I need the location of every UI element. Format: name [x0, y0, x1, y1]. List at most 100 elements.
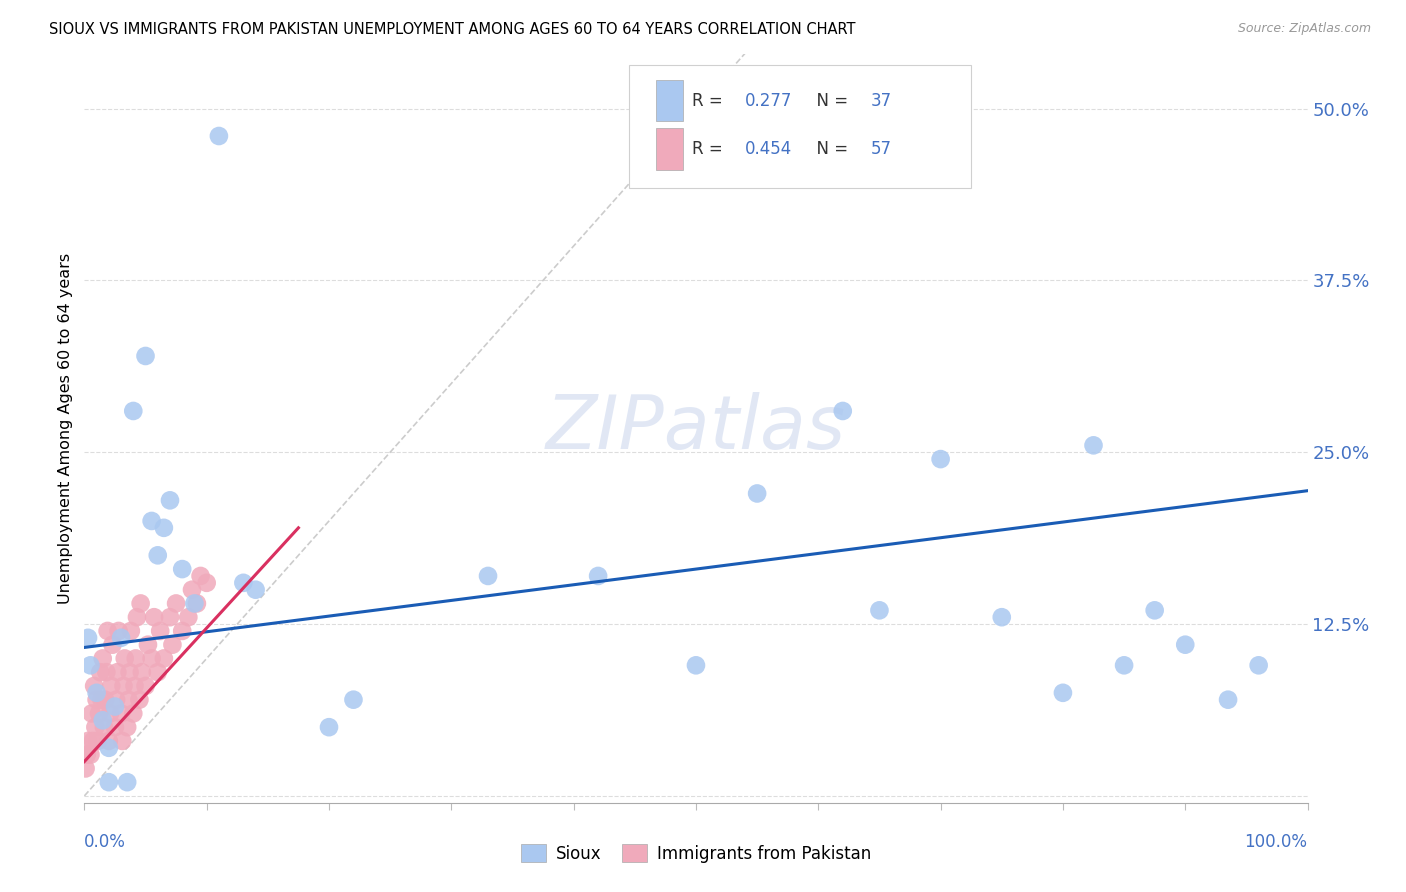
Point	[153, 651, 176, 665]
Point	[115, 775, 138, 789]
Point	[115, 720, 138, 734]
Point	[79, 747, 101, 762]
Point	[104, 720, 127, 734]
Point	[124, 679, 146, 693]
Point	[146, 665, 169, 680]
Point	[80, 706, 103, 721]
Point	[141, 514, 163, 528]
Point	[97, 775, 120, 789]
Point	[1083, 438, 1105, 452]
Point	[1114, 658, 1136, 673]
Point	[159, 493, 181, 508]
Point	[172, 624, 194, 638]
Point	[110, 706, 132, 721]
Point	[190, 569, 212, 583]
Point	[84, 720, 107, 734]
Text: 0.0%: 0.0%	[84, 833, 127, 851]
Point	[869, 603, 891, 617]
Point	[1247, 658, 1270, 673]
FancyBboxPatch shape	[655, 128, 682, 169]
Point	[93, 720, 115, 734]
Point	[177, 610, 200, 624]
Point	[131, 665, 153, 680]
Point	[1216, 692, 1239, 706]
Point	[318, 720, 340, 734]
Point	[159, 610, 181, 624]
Point	[172, 562, 194, 576]
Point	[831, 404, 853, 418]
Point	[929, 452, 952, 467]
Point	[245, 582, 267, 597]
Point	[114, 651, 136, 665]
Text: R =: R =	[692, 140, 728, 159]
Point	[129, 597, 152, 611]
Point	[77, 631, 100, 645]
Point	[89, 665, 111, 680]
Point	[135, 679, 157, 693]
Point	[96, 665, 118, 680]
Point	[208, 128, 231, 143]
Point	[86, 692, 108, 706]
Point	[111, 734, 134, 748]
Point	[120, 624, 142, 638]
Point	[76, 747, 98, 762]
Text: 100.0%: 100.0%	[1244, 833, 1308, 851]
Point	[79, 658, 101, 673]
Legend: Sioux, Immigrants from Pakistan: Sioux, Immigrants from Pakistan	[515, 838, 877, 870]
Point	[97, 734, 120, 748]
Point	[685, 658, 707, 673]
Point	[107, 624, 129, 638]
Text: 37: 37	[870, 92, 891, 110]
Point	[87, 706, 110, 721]
Text: 0.454: 0.454	[745, 140, 792, 159]
Point	[165, 597, 187, 611]
Text: N =: N =	[806, 140, 853, 159]
Point	[125, 651, 148, 665]
Point	[122, 706, 145, 721]
Point	[232, 575, 254, 590]
Point	[105, 692, 128, 706]
Point	[195, 575, 218, 590]
Point	[135, 349, 157, 363]
Point	[118, 665, 141, 680]
Text: SIOUX VS IMMIGRANTS FROM PAKISTAN UNEMPLOYMENT AMONG AGES 60 TO 64 YEARS CORRELA: SIOUX VS IMMIGRANTS FROM PAKISTAN UNEMPL…	[49, 22, 856, 37]
Text: Source: ZipAtlas.com: Source: ZipAtlas.com	[1237, 22, 1371, 36]
Point	[149, 624, 172, 638]
Text: R =: R =	[692, 92, 728, 110]
Point	[97, 740, 120, 755]
Point	[87, 734, 110, 748]
Point	[105, 665, 128, 680]
FancyBboxPatch shape	[655, 79, 682, 121]
Point	[112, 679, 135, 693]
Point	[143, 610, 166, 624]
Text: N =: N =	[806, 92, 853, 110]
Point	[1174, 638, 1197, 652]
Point	[125, 610, 148, 624]
Point	[181, 582, 204, 597]
Point	[77, 734, 100, 748]
Point	[91, 714, 114, 728]
Point	[162, 638, 184, 652]
Point	[83, 679, 105, 693]
Point	[153, 521, 176, 535]
Text: ZIPatlas: ZIPatlas	[546, 392, 846, 464]
Point	[97, 624, 120, 638]
Point	[94, 692, 117, 706]
Point	[477, 569, 499, 583]
Text: 0.277: 0.277	[745, 92, 792, 110]
Point	[747, 486, 769, 500]
Point	[90, 692, 112, 706]
Point	[100, 679, 122, 693]
Point	[82, 734, 104, 748]
Point	[128, 692, 150, 706]
Point	[1052, 686, 1074, 700]
Point	[117, 692, 139, 706]
Point	[183, 597, 205, 611]
Point	[86, 686, 108, 700]
Point	[991, 610, 1014, 624]
Y-axis label: Unemployment Among Ages 60 to 64 years: Unemployment Among Ages 60 to 64 years	[58, 252, 73, 604]
Point	[342, 692, 364, 706]
Point	[91, 651, 114, 665]
Text: 57: 57	[870, 140, 891, 159]
Point	[136, 638, 159, 652]
